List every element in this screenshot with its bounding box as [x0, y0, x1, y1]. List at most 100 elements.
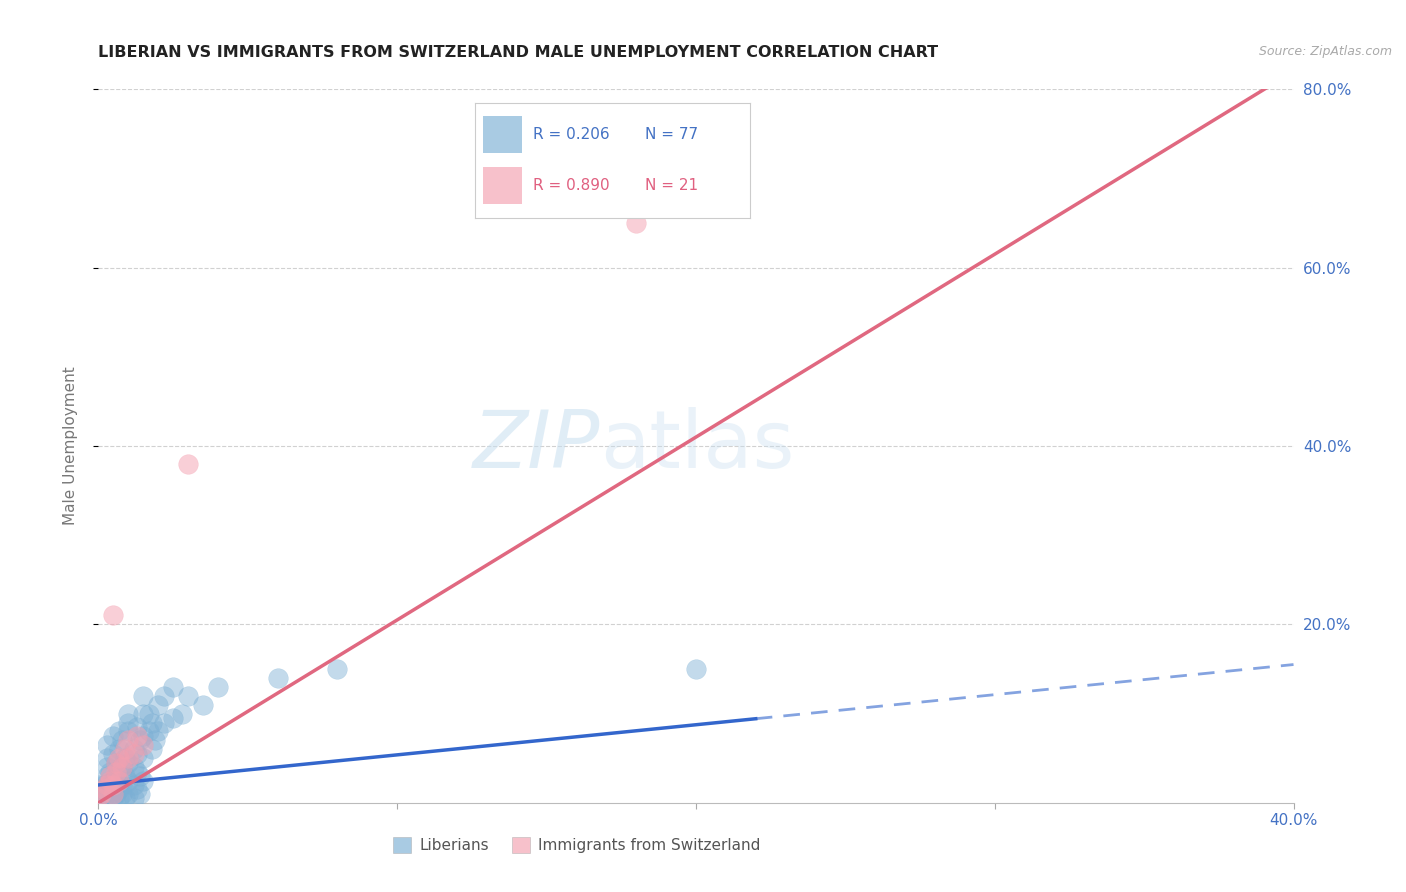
- Point: [105, 769, 128, 783]
- Point: [117, 733, 139, 747]
- Point: [98, 773, 122, 788]
- Point: [96, 760, 118, 774]
- Point: [103, 778, 125, 792]
- Point: [117, 751, 139, 765]
- Point: [132, 751, 155, 765]
- Point: [105, 756, 128, 770]
- Point: [127, 782, 149, 797]
- Point: [111, 760, 134, 774]
- Point: [108, 773, 131, 788]
- Text: atlas: atlas: [600, 407, 794, 485]
- Point: [685, 662, 707, 676]
- Point: [132, 689, 155, 703]
- Point: [114, 742, 136, 756]
- Point: [153, 715, 176, 730]
- Point: [117, 756, 139, 770]
- Point: [127, 747, 149, 761]
- Point: [105, 778, 128, 792]
- Point: [87, 791, 110, 805]
- Point: [132, 706, 155, 721]
- Point: [148, 698, 170, 712]
- Point: [103, 729, 125, 743]
- Point: [153, 689, 176, 703]
- Point: [114, 751, 136, 765]
- Point: [141, 742, 163, 756]
- Point: [111, 778, 134, 792]
- Point: [129, 787, 152, 801]
- Point: [127, 720, 149, 734]
- Point: [108, 742, 131, 756]
- Point: [124, 747, 146, 761]
- Point: [117, 773, 139, 788]
- Point: [108, 724, 131, 739]
- Point: [103, 747, 125, 761]
- Text: ZIP: ZIP: [472, 407, 600, 485]
- Point: [87, 791, 110, 805]
- Point: [93, 787, 115, 801]
- Point: [96, 751, 118, 765]
- Point: [93, 778, 115, 792]
- Point: [108, 751, 131, 765]
- Point: [98, 764, 122, 779]
- Point: [108, 791, 131, 805]
- Point: [117, 706, 139, 721]
- Point: [111, 787, 134, 801]
- Point: [138, 706, 160, 721]
- Point: [191, 698, 214, 712]
- Text: Source: ZipAtlas.com: Source: ZipAtlas.com: [1258, 45, 1392, 58]
- Point: [108, 773, 131, 788]
- Point: [98, 791, 122, 805]
- Point: [127, 729, 149, 743]
- Point: [162, 711, 184, 725]
- Y-axis label: Male Unemployment: Male Unemployment: [63, 367, 77, 525]
- Point: [87, 787, 110, 801]
- Point: [124, 742, 146, 756]
- Point: [207, 680, 229, 694]
- Point: [105, 764, 128, 779]
- Point: [105, 756, 128, 770]
- Point: [105, 787, 128, 801]
- Point: [267, 671, 290, 685]
- Point: [93, 782, 115, 797]
- Point: [114, 769, 136, 783]
- Point: [124, 760, 146, 774]
- Point: [90, 787, 112, 801]
- Point: [129, 769, 152, 783]
- Point: [108, 782, 131, 797]
- Point: [103, 787, 125, 801]
- Point: [111, 733, 134, 747]
- Point: [626, 216, 648, 230]
- Point: [98, 769, 122, 783]
- Point: [117, 715, 139, 730]
- Point: [129, 733, 152, 747]
- Point: [96, 738, 118, 752]
- Point: [96, 769, 118, 783]
- Text: LIBERIAN VS IMMIGRANTS FROM SWITZERLAND MALE UNEMPLOYMENT CORRELATION CHART: LIBERIAN VS IMMIGRANTS FROM SWITZERLAND …: [98, 45, 939, 60]
- Point: [138, 724, 160, 739]
- Point: [103, 773, 125, 788]
- Point: [93, 782, 115, 797]
- Point: [177, 689, 200, 703]
- Point: [141, 715, 163, 730]
- Point: [132, 738, 155, 752]
- Point: [177, 457, 200, 471]
- Point: [172, 706, 194, 721]
- Point: [111, 760, 134, 774]
- Point: [148, 724, 170, 739]
- Point: [127, 764, 149, 779]
- Point: [117, 787, 139, 801]
- Point: [132, 729, 155, 743]
- Point: [87, 778, 110, 792]
- Point: [103, 791, 125, 805]
- Point: [98, 778, 122, 792]
- Point: [114, 791, 136, 805]
- Point: [96, 778, 118, 792]
- Point: [124, 791, 146, 805]
- Point: [98, 787, 122, 801]
- Point: [124, 778, 146, 792]
- Point: [117, 724, 139, 739]
- Point: [143, 733, 166, 747]
- Point: [87, 782, 110, 797]
- Point: [162, 680, 184, 694]
- Legend: Liberians, Immigrants from Switzerland: Liberians, Immigrants from Switzerland: [387, 831, 766, 859]
